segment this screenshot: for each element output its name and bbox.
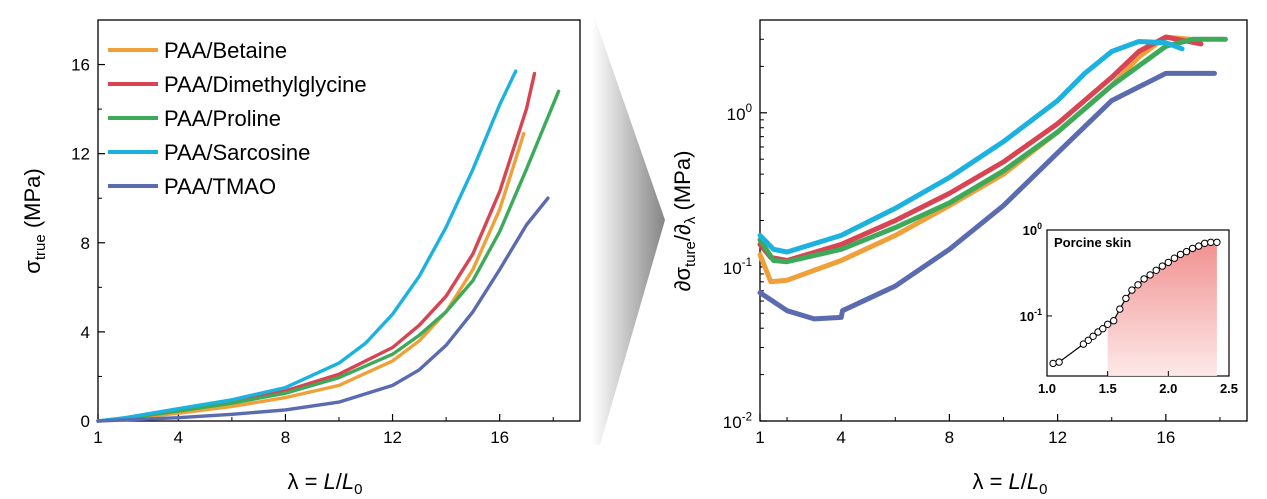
- inset-data-point: [1188, 244, 1197, 253]
- inset-x-tick-label: 2.0: [1159, 381, 1177, 396]
- right-y-axis-label: ∂σture/∂λ (MPa): [670, 151, 699, 292]
- y-tick-label: 16: [71, 56, 90, 75]
- legend-label-paa-proline: PAA/Proline: [164, 106, 281, 131]
- x-tick-label: 4: [174, 428, 183, 447]
- inset-data-point: [1207, 238, 1215, 247]
- inset-data-point: [1084, 336, 1093, 344]
- series-line-paa-betaine: [96, 131, 526, 423]
- x-tick-label: 12: [1048, 428, 1067, 447]
- inset-y-tick-label: 10-1: [1020, 307, 1042, 324]
- y-tick-label: 10-1: [723, 257, 752, 278]
- inset-data-point: [1176, 250, 1185, 259]
- left-chart: 1 4 8 12 16 0 4 8 12 16 PAA/Betaine PAA/Dimethylgl…: [20, 19, 581, 498]
- inset-data-point: [1201, 239, 1209, 248]
- series-line-paa-betaine: [757, 34, 1193, 285]
- legend-label-paa-sarcosine: PAA/Sarcosine: [164, 140, 310, 165]
- y-tick-label: 12: [71, 145, 90, 164]
- legend: PAA/Betaine PAA/Dimethylglycine PAA/Prolin…: [108, 38, 367, 199]
- transition-arrow: [592, 10, 665, 445]
- x-tick-label: 12: [383, 428, 402, 447]
- inset-data-point: [1182, 247, 1191, 256]
- left-y-axis-label: σtrue (MPa): [20, 168, 49, 273]
- inset-data-point: [1170, 254, 1179, 262]
- series-line-paa-tmao: [96, 196, 550, 423]
- x-tick-label: 16: [490, 428, 509, 447]
- inset-data-point: [1152, 266, 1160, 274]
- x-tick-label: 4: [836, 428, 845, 447]
- y-tick-label: 4: [81, 323, 90, 342]
- inset-data-point: [1099, 325, 1107, 333]
- inset-data-point: [1089, 332, 1097, 340]
- inset-data-point: [1104, 320, 1112, 328]
- series-line-paa-sarcosine: [96, 69, 518, 423]
- inset-data-point: [1122, 294, 1130, 303]
- inset-data-point: [1128, 286, 1136, 294]
- right-x-axis-label: λ = L/L0: [972, 469, 1047, 498]
- inset-x-tick-label: 1.5: [1099, 381, 1117, 396]
- inset-data-point: [1049, 359, 1057, 368]
- inset-y-tick-label: 100: [1023, 221, 1042, 238]
- inset-data-point: [1079, 340, 1088, 348]
- inset-data-point: [1055, 358, 1063, 366]
- inset-x-tick-label: 1.0: [1038, 381, 1056, 396]
- inset-data-point: [1134, 281, 1142, 289]
- legend-label-paa-betaine: PAA/Betaine: [164, 38, 287, 63]
- inset-data-point: [1158, 262, 1167, 270]
- series-line-paa-proline: [96, 89, 561, 423]
- inset-shaded-area: [1107, 242, 1217, 376]
- x-tick-label: 1: [93, 428, 102, 447]
- y-tick-label: 0: [81, 412, 90, 431]
- inset-data-point: [1140, 275, 1148, 283]
- y-tick-label: 100: [727, 103, 752, 124]
- inset-data-point: [1195, 242, 1203, 250]
- x-tick-label: 8: [281, 428, 290, 447]
- inset-data-point: [1213, 238, 1221, 247]
- series-line-paa-sarcosine: [757, 39, 1185, 255]
- inset-data-point: [1146, 271, 1154, 279]
- x-tick-label: 8: [945, 428, 954, 447]
- y-tick-label: 8: [81, 234, 90, 253]
- legend-label-paa-dimethylglycine: PAA/Dimethylglycine: [164, 72, 367, 97]
- inset-data-point: [1164, 258, 1173, 267]
- left-x-axis-label: λ = L/L0: [287, 469, 362, 498]
- inset-data-point: [1110, 317, 1118, 325]
- legend-label-paa-tmao: PAA/TMAO: [164, 174, 276, 199]
- right-chart: 1 4 8 12 16 10-2 10-1 100 ∂σture/∂λ (MPa) λ = L…: [670, 19, 1248, 498]
- series-line-paa-tmao: [757, 70, 1217, 322]
- inset-chart: Porcine skin 1.0 1.5 2.0 2.5 10-1 100: [1020, 221, 1238, 396]
- inset-title: Porcine skin: [1054, 235, 1131, 250]
- x-tick-label: 1: [755, 428, 764, 447]
- y-tick-label: 10-2: [723, 411, 752, 432]
- inset-x-tick-label: 2.5: [1220, 381, 1238, 396]
- x-tick-label: 16: [1156, 428, 1175, 447]
- inset-data-point: [1116, 305, 1124, 313]
